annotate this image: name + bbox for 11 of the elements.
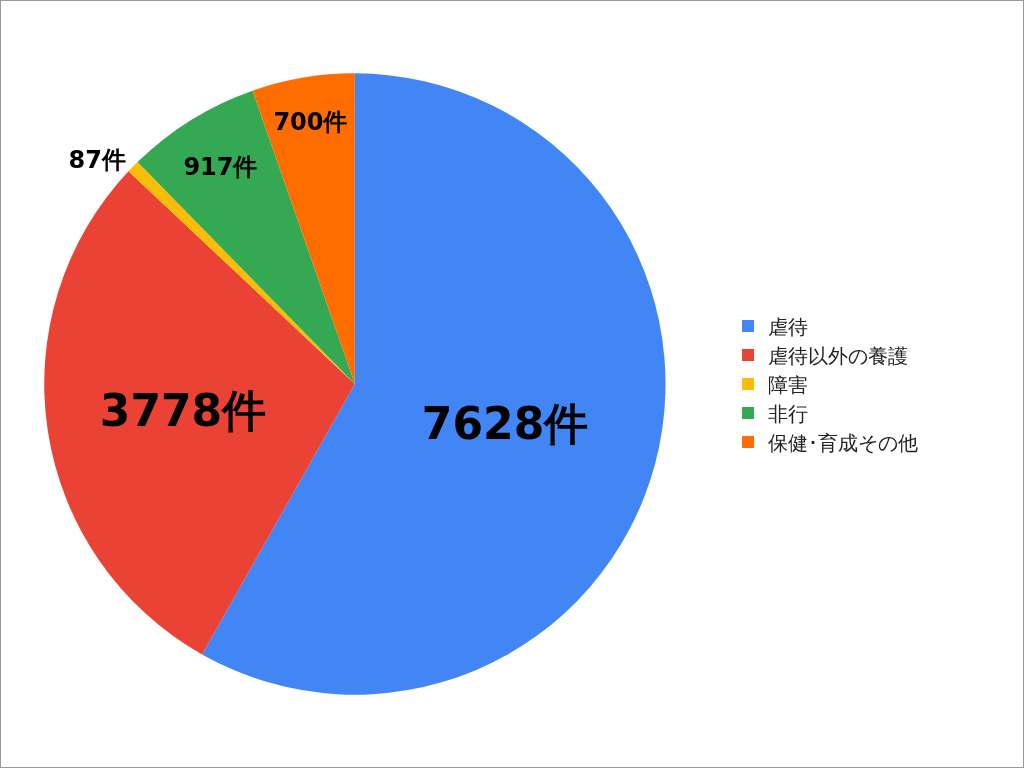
legend-label: 虐待以外の養護: [768, 343, 909, 368]
data-label: 87件: [68, 145, 126, 174]
data-label: 700件: [273, 107, 348, 136]
legend-label: 保健･育成その他: [768, 430, 919, 455]
legend-label: 障害: [768, 372, 809, 397]
data-label: 7628件: [421, 398, 589, 449]
pie-slice: [137, 90, 355, 384]
data-label: 3778件: [99, 384, 267, 436]
legend-label: 虐待: [768, 314, 809, 339]
legend-label: 非行: [768, 401, 809, 426]
data-label: 917件: [183, 153, 258, 182]
